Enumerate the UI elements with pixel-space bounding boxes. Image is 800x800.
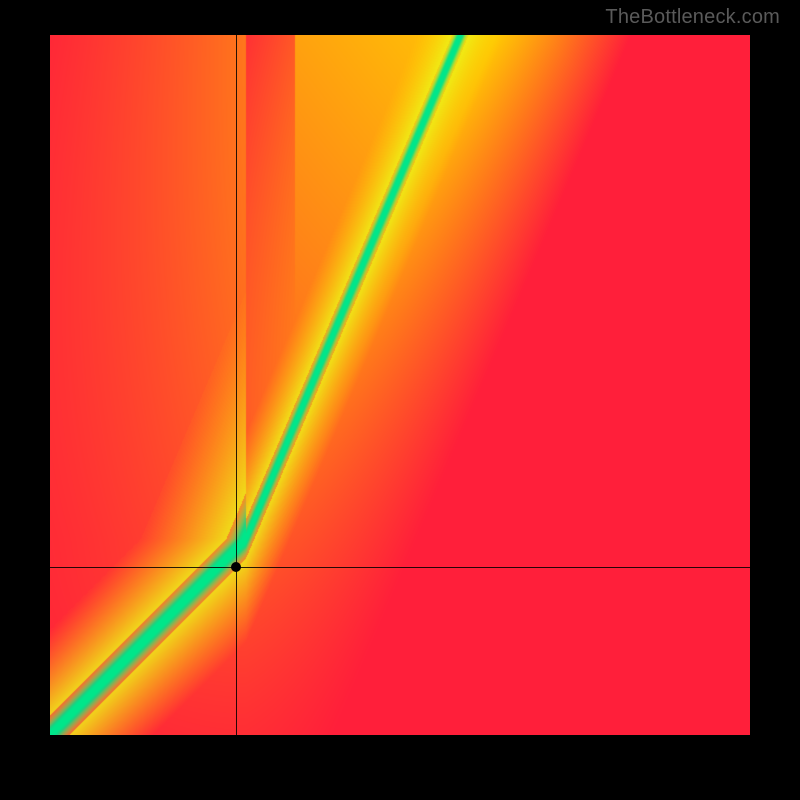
crosshair-horizontal: [50, 567, 750, 568]
heatmap-plot: [50, 35, 750, 735]
watermark-text: TheBottleneck.com: [605, 6, 780, 29]
crosshair-vertical: [236, 35, 237, 735]
heatmap-canvas: [50, 35, 750, 735]
marker-point: [231, 562, 241, 572]
